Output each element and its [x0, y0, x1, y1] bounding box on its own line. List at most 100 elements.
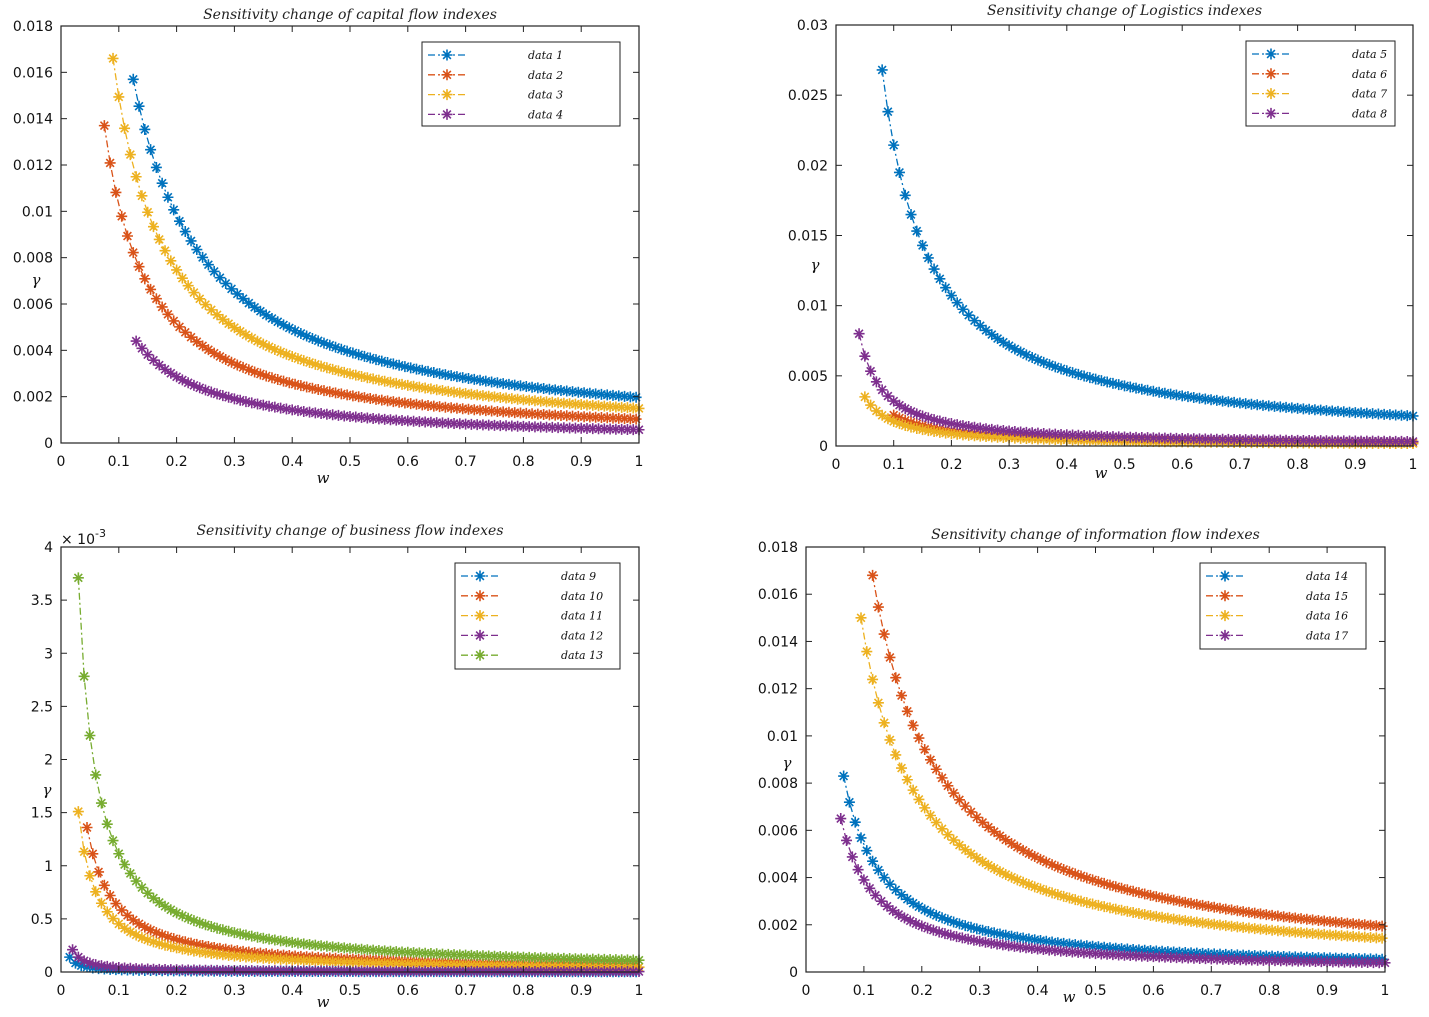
data-point [933, 926, 945, 938]
data-point [1006, 871, 1018, 883]
data-point [373, 374, 385, 386]
data-point [1353, 931, 1365, 943]
data-point [425, 965, 437, 977]
data-point [951, 419, 963, 431]
data-point [223, 964, 235, 976]
data-point [145, 283, 157, 295]
data-point [165, 941, 177, 953]
data-point [1390, 435, 1402, 447]
data-point [254, 947, 266, 959]
data-point [1263, 400, 1275, 412]
data-point [1026, 942, 1038, 954]
data-point [936, 823, 948, 835]
data-point [263, 400, 275, 412]
data-point [1217, 953, 1229, 965]
data-point [1295, 913, 1307, 925]
data-point [78, 670, 90, 682]
data-point [214, 942, 226, 954]
data-point [598, 953, 610, 965]
data-point [953, 839, 965, 851]
data-point [280, 403, 292, 415]
data-point [139, 964, 151, 976]
data-point [292, 405, 304, 417]
data-point [859, 391, 871, 403]
data-point [142, 206, 154, 218]
x-tick-label: 0.6 [397, 983, 419, 999]
data-point [898, 912, 910, 924]
data-point [1309, 404, 1321, 416]
data-point [147, 963, 159, 975]
data-point [1240, 398, 1252, 410]
y-tick-label: 0.01 [767, 729, 798, 745]
data-point [133, 100, 145, 112]
data-point [173, 965, 185, 977]
data-point [156, 177, 168, 189]
data-point [1075, 870, 1087, 882]
data-point [630, 959, 642, 971]
data-point [1043, 428, 1055, 440]
data-point [1370, 932, 1382, 944]
data-point [870, 376, 882, 388]
data-point [205, 304, 217, 316]
data-point [353, 391, 365, 403]
data-point [1263, 434, 1275, 446]
data-point [1327, 956, 1339, 968]
chart-title: Sensitivity change of business flow inde… [196, 523, 503, 539]
data-point [257, 965, 269, 977]
data-point [292, 353, 304, 365]
data-point [986, 423, 998, 435]
data-point [197, 965, 209, 977]
data-point [965, 921, 977, 933]
data-point [627, 424, 639, 436]
data-point [304, 357, 316, 369]
data-point [963, 429, 975, 441]
data-point [1376, 932, 1388, 944]
data-point [861, 845, 873, 857]
data-point [252, 931, 264, 943]
data-point [78, 955, 90, 967]
data-point [1009, 432, 1021, 444]
data-point [951, 931, 963, 943]
x-tick-label: 0.5 [339, 983, 361, 999]
data-point [494, 950, 506, 962]
data-point [1049, 428, 1061, 440]
y-exponent-label: × 10-3 [61, 527, 106, 548]
data-point [884, 878, 896, 890]
data-point [405, 362, 417, 374]
data-point [301, 381, 313, 393]
data-point [997, 336, 1009, 348]
data-point [616, 954, 628, 966]
data-point [515, 380, 527, 392]
data-point [260, 370, 272, 382]
data-point [1220, 920, 1232, 932]
data-point [69, 957, 81, 969]
data-point [1078, 430, 1090, 442]
data-point [101, 906, 113, 918]
data-point [1249, 950, 1261, 962]
data-point [98, 120, 110, 132]
data-point [341, 389, 353, 401]
data-point [298, 355, 310, 367]
data-point [382, 395, 394, 407]
data-point [532, 382, 544, 394]
data-point [150, 293, 162, 305]
data-point [890, 672, 902, 684]
data-point [428, 400, 440, 412]
data-point [200, 919, 211, 931]
data-point [859, 350, 871, 362]
data-point [1205, 953, 1217, 965]
data-point [448, 949, 460, 961]
data-point [145, 144, 157, 156]
data-point [569, 422, 581, 434]
data-point [1384, 409, 1396, 421]
data-point [1092, 941, 1104, 953]
data-point [402, 958, 414, 970]
data-point [1249, 907, 1261, 919]
data-point [930, 909, 942, 921]
data-point [922, 922, 934, 934]
data-point [289, 378, 301, 390]
data-point [509, 407, 521, 419]
data-point [436, 417, 448, 429]
data-point [913, 793, 925, 805]
data-point [1142, 432, 1154, 444]
